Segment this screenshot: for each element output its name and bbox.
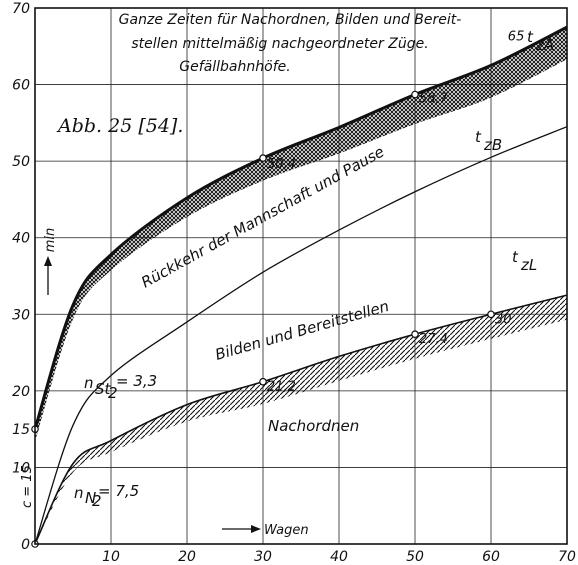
svg-text:zA: zA <box>535 36 554 54</box>
y-tick-labels: 0 10 15 20 30 40 50 60 70 <box>12 1 30 553</box>
y-axis-arrow-head <box>44 256 52 266</box>
annotation-c15: c = 15 <box>20 465 35 508</box>
chart-title-line-1: Ganze Zeiten für Nachordnen, Bilden und … <box>119 12 462 28</box>
data-label: 30 <box>495 312 512 327</box>
y-tick-label: 30 <box>12 307 30 323</box>
hatched-bands <box>35 27 567 544</box>
data-label: 58,7 <box>419 92 449 107</box>
series-line-t-zB <box>34 126 568 545</box>
y-axis-label: min <box>43 228 58 253</box>
y-tick-label: 70 <box>12 1 30 17</box>
svg-text:= 3,3: = 3,3 <box>116 372 157 390</box>
band-t-zL <box>35 295 567 544</box>
x-tick-label: 60 <box>482 549 500 565</box>
annotation-n-st2: n St 2 = 3,3 <box>84 372 157 402</box>
svg-text:N: N <box>85 489 96 507</box>
svg-text:n: n <box>74 484 84 502</box>
data-label: 65 <box>508 29 525 44</box>
data-point-marker <box>411 90 419 99</box>
svg-text:t: t <box>512 248 519 266</box>
data-label: 21,2 <box>267 380 296 395</box>
x-tick-label: 50 <box>406 549 424 565</box>
data-labels: 50,4 58,7 65 21,2 27,4 30 <box>267 29 524 394</box>
data-label: 50,4 <box>267 157 296 172</box>
curve-label-t-zL: t zL <box>512 248 537 274</box>
figure-label: Abb. 25 [54]. <box>56 115 183 137</box>
x-tick-labels: 10 20 30 40 50 60 70 <box>102 549 576 565</box>
x-axis-label: Wagen <box>264 523 309 538</box>
svg-text:zB: zB <box>483 136 502 154</box>
band-t-zA <box>35 27 567 442</box>
svg-text:= 7,5: = 7,5 <box>98 482 139 500</box>
x-tick-label: 40 <box>330 549 348 565</box>
y-tick-label: 60 <box>12 78 30 94</box>
y-tick-label: 0 <box>21 537 30 553</box>
svg-text:zL: zL <box>520 256 537 274</box>
x-tick-label: 30 <box>254 549 272 565</box>
data-point-marker <box>411 330 419 338</box>
svg-text:n: n <box>84 374 94 392</box>
svg-text:St: St <box>95 380 112 398</box>
data-markers <box>31 90 495 548</box>
y-tick-label: 10 <box>12 460 30 476</box>
chart-title-line-3: Gefällbahnhöfe. <box>179 59 290 75</box>
plot-frame <box>34 7 568 545</box>
curve-label-t-zA: t zA <box>527 28 554 54</box>
data-point-marker <box>487 310 495 319</box>
x-axis-arrow-head <box>251 525 261 533</box>
y-tick-label: 20 <box>12 384 30 400</box>
data-label: 27,4 <box>419 332 448 347</box>
region-label-nachordnen: Nachordnen <box>268 417 359 435</box>
curves <box>33 25 568 545</box>
svg-text:2: 2 <box>108 384 118 402</box>
y-tick-label: 15 <box>12 422 30 438</box>
data-point-marker <box>259 377 267 386</box>
y-tick-label: 50 <box>12 154 30 170</box>
svg-text:t: t <box>475 128 482 146</box>
svg-text:2: 2 <box>92 492 102 510</box>
data-point-marker <box>259 154 267 162</box>
x-tick-label: 70 <box>558 549 576 565</box>
chart-title-line-2: stellen mittelmäßig nachgeordneter Züge. <box>131 36 428 52</box>
x-tick-label: 20 <box>178 549 196 565</box>
y-tick-label: 40 <box>12 231 30 247</box>
svg-text:t: t <box>527 28 534 46</box>
x-tick-label: 10 <box>102 549 120 565</box>
annotation-n-n2: n N 2 = 7,5 <box>74 482 139 510</box>
curve-label-t-zB: t zB <box>475 128 502 154</box>
